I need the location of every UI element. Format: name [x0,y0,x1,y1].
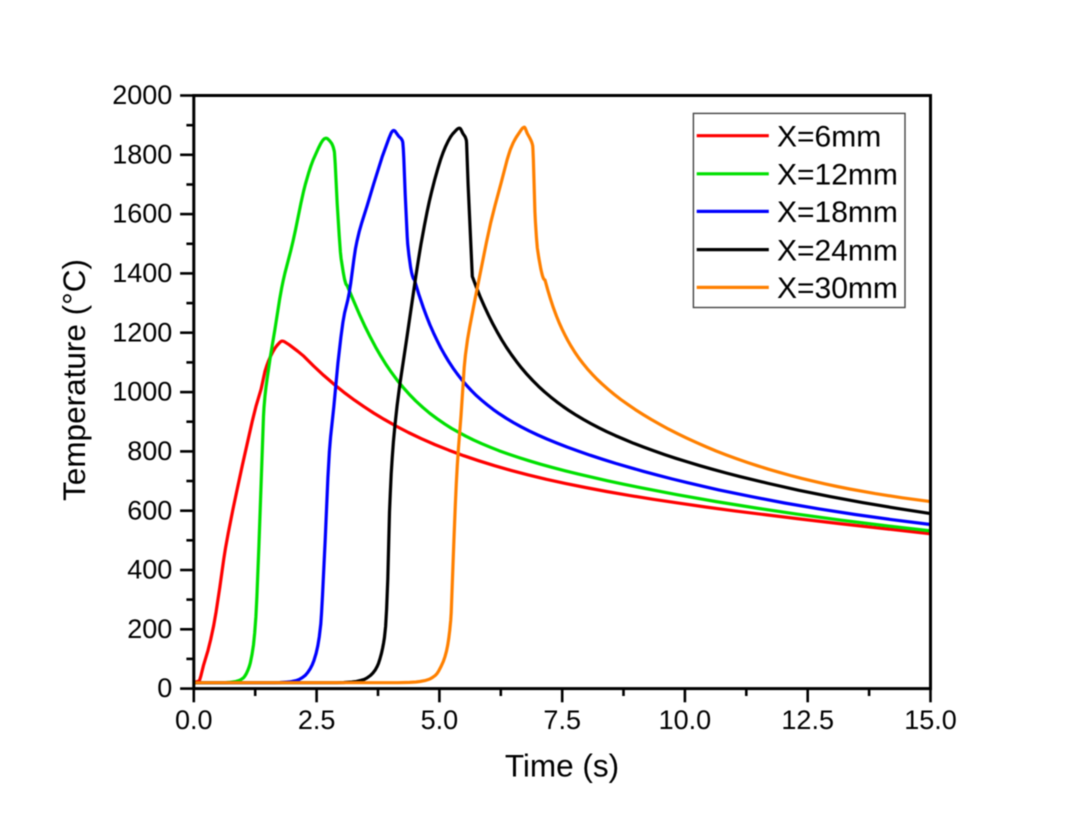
svg-text:1800: 1800 [112,139,172,169]
svg-text:7.5: 7.5 [543,705,581,735]
svg-text:12.5: 12.5 [781,705,834,735]
svg-text:X=6mm: X=6mm [777,121,881,154]
svg-text:X=18mm: X=18mm [777,196,898,229]
svg-text:200: 200 [127,614,172,644]
svg-text:2.5: 2.5 [298,705,336,735]
svg-text:1400: 1400 [112,258,172,288]
svg-text:2000: 2000 [112,80,172,110]
svg-text:Time (s): Time (s) [505,747,619,783]
svg-text:1600: 1600 [112,199,172,229]
svg-text:X=24mm: X=24mm [777,234,898,267]
svg-text:0.0: 0.0 [175,705,213,735]
svg-text:X=12mm: X=12mm [777,159,898,192]
svg-text:X=30mm: X=30mm [777,272,898,305]
svg-text:600: 600 [127,495,172,525]
svg-text:Temperature (°C): Temperature (°C) [56,259,92,501]
svg-text:10.0: 10.0 [659,705,712,735]
svg-text:400: 400 [127,555,172,585]
svg-text:1200: 1200 [112,317,172,347]
svg-text:800: 800 [127,436,172,466]
svg-text:0: 0 [157,673,172,703]
svg-text:5.0: 5.0 [421,705,459,735]
svg-text:15.0: 15.0 [904,705,957,735]
svg-text:1000: 1000 [112,377,172,407]
